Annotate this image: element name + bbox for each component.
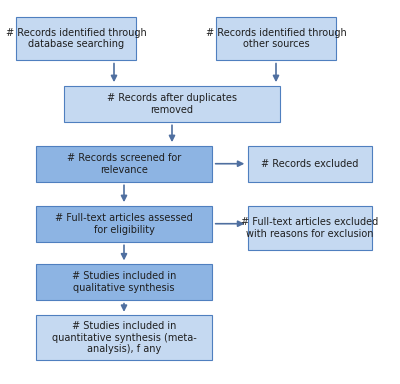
Text: # Full-text articles excluded
with reasons for exclusion: # Full-text articles excluded with reaso… <box>241 217 379 239</box>
Text: # Studies included in
quantitative synthesis (meta-
analysis), f any: # Studies included in quantitative synth… <box>52 321 196 354</box>
Text: # Records screened for
relevance: # Records screened for relevance <box>67 153 181 174</box>
FancyBboxPatch shape <box>36 264 212 300</box>
Text: # Records excluded: # Records excluded <box>261 159 359 169</box>
Text: # Records after duplicates
removed: # Records after duplicates removed <box>107 93 237 114</box>
FancyBboxPatch shape <box>64 86 280 122</box>
Text: # Studies included in
qualitative synthesis: # Studies included in qualitative synthe… <box>72 271 176 293</box>
FancyBboxPatch shape <box>248 146 372 182</box>
FancyBboxPatch shape <box>248 206 372 250</box>
FancyBboxPatch shape <box>216 17 336 60</box>
FancyBboxPatch shape <box>36 315 212 360</box>
FancyBboxPatch shape <box>36 146 212 182</box>
Text: # Records identified through
other sources: # Records identified through other sourc… <box>206 28 346 50</box>
Text: # Records identified through
database searching: # Records identified through database se… <box>6 28 146 50</box>
FancyBboxPatch shape <box>36 206 212 242</box>
FancyBboxPatch shape <box>16 17 136 60</box>
Text: # Full-text articles assessed
for eligibility: # Full-text articles assessed for eligib… <box>55 213 193 235</box>
